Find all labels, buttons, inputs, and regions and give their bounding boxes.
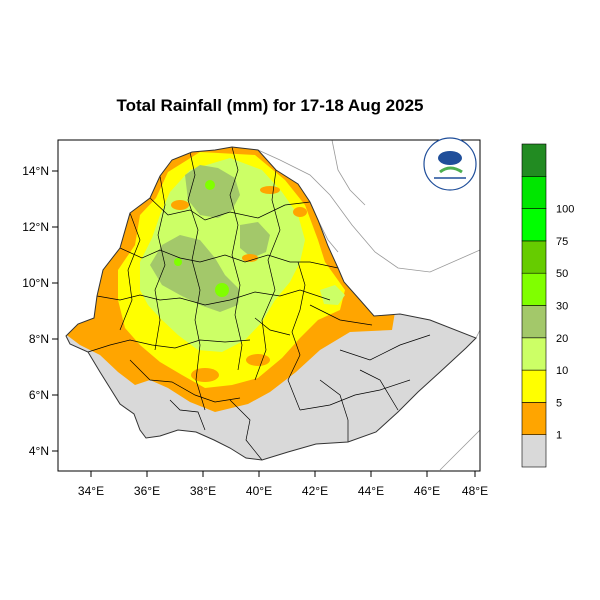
- colorbar-label: 1: [556, 430, 562, 442]
- y-tick-label: 14°N: [22, 164, 49, 178]
- colorbar-swatch: [521, 434, 547, 468]
- logo-cloud-icon: [438, 151, 462, 165]
- y-tick-label: 8°N: [29, 332, 49, 346]
- colorbar-swatch: [521, 240, 547, 274]
- rain-speck-a: [171, 200, 189, 210]
- colorbar-label: 10: [556, 365, 568, 377]
- admin-boundaries: [87, 147, 431, 460]
- colorbar-label: 100: [556, 204, 574, 216]
- y-tick-label: 6°N: [29, 388, 49, 402]
- rain-spot-30-50-c: [174, 258, 182, 266]
- rain-speck-c: [293, 207, 307, 217]
- x-tick-label: 48°E: [462, 484, 488, 498]
- rain-speck-b: [260, 186, 280, 194]
- colorbar-swatch: [521, 369, 547, 403]
- colorbar-label: 50: [556, 268, 568, 280]
- rain-spot-30-50-a: [215, 283, 229, 297]
- rain-spot-30-50-b: [205, 180, 215, 190]
- y-tick-label: 10°N: [22, 276, 49, 290]
- colorbar-swatch: [521, 305, 547, 339]
- country-outline: [65, 146, 477, 461]
- y-tick-label: 4°N: [29, 444, 49, 458]
- colorbar-swatch: [521, 208, 547, 242]
- colorbar-swatch: [521, 143, 547, 177]
- x-tick-label: 46°E: [414, 484, 440, 498]
- logo-hill-icon: [439, 166, 463, 174]
- neighbour-boundaries: [257, 140, 480, 471]
- rain-speck-e: [191, 368, 219, 382]
- map-title: Total Rainfall (mm) for 17-18 Aug 2025: [116, 96, 424, 115]
- colorbar-label: 75: [556, 236, 568, 248]
- rain-speck-d: [242, 254, 258, 262]
- colorbar-swatch: [521, 337, 547, 371]
- colorbar-label: 20: [556, 333, 568, 345]
- y-tick-label: 12°N: [22, 220, 49, 234]
- colorbar-swatch: [521, 272, 547, 306]
- colorbar-swatch: [521, 176, 547, 209]
- plot-frame: [57, 139, 481, 472]
- rain-speck-f: [246, 354, 270, 366]
- colorbar-label: 5: [556, 397, 562, 409]
- rainfall-field: [66, 147, 395, 412]
- x-tick-label: 42°E: [302, 484, 328, 498]
- x-axis: 34°E 36°E 38°E 40°E 42°E 44°E 46°E 48°E: [78, 471, 488, 498]
- colorbar: 1 5 10 20 30 50 75 100: [521, 143, 574, 468]
- x-tick-label: 34°E: [78, 484, 104, 498]
- rain-band-20-30-c: [240, 222, 270, 258]
- x-tick-label: 40°E: [246, 484, 272, 498]
- x-tick-label: 36°E: [134, 484, 160, 498]
- colorbar-label: 30: [556, 301, 568, 313]
- rain-band-10-20-east: [320, 285, 345, 305]
- x-tick-label: 38°E: [190, 484, 216, 498]
- colorbar-swatch: [521, 402, 547, 435]
- rain-band-20-30-b: [185, 165, 240, 218]
- x-tick-label: 44°E: [358, 484, 384, 498]
- y-axis: 14°N 12°N 10°N 8°N 6°N 4°N: [22, 164, 58, 458]
- institute-logo: [423, 137, 477, 191]
